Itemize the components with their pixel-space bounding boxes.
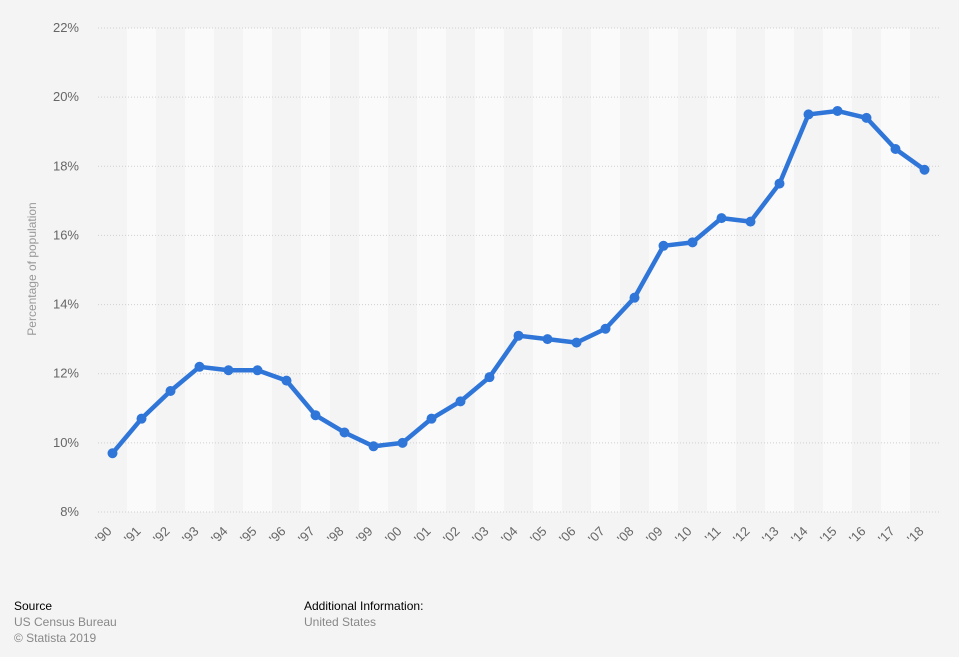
y-tick-label: 10% bbox=[53, 435, 79, 450]
x-tick-label: '16 bbox=[846, 524, 869, 547]
data-point[interactable] bbox=[745, 216, 756, 227]
column-band bbox=[243, 28, 272, 512]
x-tick-label: '90 bbox=[92, 524, 115, 547]
x-tick-label: '95 bbox=[237, 524, 260, 547]
copyright-text: © Statista 2019 bbox=[14, 631, 97, 645]
column-bands bbox=[127, 28, 910, 512]
x-tick-label: '13 bbox=[759, 524, 782, 547]
column-band bbox=[765, 28, 794, 512]
x-tick-label: '00 bbox=[382, 524, 405, 547]
additional-info-heading[interactable]: Additional Information: bbox=[304, 599, 424, 613]
data-point[interactable] bbox=[223, 365, 234, 376]
y-tick-label: 22% bbox=[53, 20, 79, 35]
x-tick-label: '14 bbox=[788, 524, 811, 547]
data-series bbox=[107, 105, 930, 459]
x-tick-label: '92 bbox=[150, 524, 173, 547]
y-tick-label: 8% bbox=[60, 504, 79, 519]
data-point[interactable] bbox=[484, 372, 495, 383]
x-tick-label: '91 bbox=[121, 524, 144, 547]
x-tick-label: '03 bbox=[469, 524, 492, 547]
column-band bbox=[301, 28, 330, 512]
column-band bbox=[649, 28, 678, 512]
data-point[interactable] bbox=[571, 337, 582, 348]
data-point[interactable] bbox=[658, 240, 669, 251]
y-tick-label: 16% bbox=[53, 227, 79, 242]
x-tick-label: '99 bbox=[353, 524, 376, 547]
y-tick-label: 18% bbox=[53, 158, 79, 173]
x-tick-label: '06 bbox=[556, 524, 579, 547]
data-point[interactable] bbox=[600, 323, 611, 334]
data-point[interactable] bbox=[426, 413, 437, 424]
source-block: Source US Census Bureau © Statista 2019 bbox=[14, 598, 117, 646]
column-band bbox=[881, 28, 910, 512]
column-band bbox=[591, 28, 620, 512]
data-point[interactable] bbox=[281, 375, 292, 386]
x-axis-ticks: '90 '91 '92 '93 '94 '95 '96 '97 '98 '99 '00 '01 '02 '… bbox=[92, 524, 927, 547]
source-link[interactable]: US Census Bureau bbox=[14, 615, 117, 629]
x-tick-label: '11 bbox=[702, 524, 724, 546]
data-point[interactable] bbox=[136, 413, 147, 424]
y-tick-label: 12% bbox=[53, 366, 79, 381]
column-band bbox=[533, 28, 562, 512]
data-point[interactable] bbox=[890, 144, 901, 154]
y-axis-title: Percentage of population bbox=[25, 202, 39, 335]
x-tick-label: '93 bbox=[179, 524, 202, 547]
column-band bbox=[707, 28, 736, 512]
data-point[interactable] bbox=[803, 109, 814, 120]
data-point[interactable] bbox=[629, 292, 640, 303]
data-point[interactable] bbox=[919, 164, 930, 175]
x-tick-label: '09 bbox=[643, 524, 666, 547]
column-band bbox=[359, 28, 388, 512]
column-band bbox=[823, 28, 852, 512]
data-point[interactable] bbox=[310, 410, 321, 421]
data-point[interactable] bbox=[542, 334, 553, 345]
data-point[interactable] bbox=[339, 427, 350, 438]
data-point[interactable] bbox=[774, 178, 785, 189]
x-tick-label: '98 bbox=[324, 524, 347, 547]
x-tick-label: '12 bbox=[730, 524, 753, 547]
x-tick-label: '97 bbox=[295, 524, 318, 547]
data-point[interactable] bbox=[455, 396, 466, 407]
column-band bbox=[475, 28, 504, 512]
data-point[interactable] bbox=[194, 361, 205, 372]
y-axis-ticks: 8% 10% 12% 14% 16% 18% 20% 22% bbox=[53, 20, 79, 519]
x-tick-label: '17 bbox=[875, 524, 898, 547]
x-tick-label: '94 bbox=[208, 524, 231, 547]
x-tick-label: '08 bbox=[614, 524, 637, 547]
x-tick-label: '02 bbox=[440, 524, 463, 547]
gridlines bbox=[98, 27, 939, 513]
x-tick-label: '15 bbox=[817, 524, 840, 547]
line-chart: 8%10%12%14%16%18%20%22% '90'91'92'93'94 '… bbox=[25, 20, 939, 547]
series-line bbox=[110, 108, 927, 456]
x-tick-label: '01 bbox=[411, 524, 434, 547]
data-point[interactable] bbox=[165, 386, 176, 396]
additional-info-text: United States bbox=[304, 615, 377, 629]
x-tick-label: '07 bbox=[585, 524, 608, 547]
data-point[interactable] bbox=[252, 365, 263, 376]
x-tick-label: '96 bbox=[266, 524, 289, 547]
source-heading: Source bbox=[14, 599, 53, 613]
x-tick-label: '04 bbox=[498, 524, 521, 547]
x-tick-label: '18 bbox=[904, 524, 927, 547]
data-point[interactable] bbox=[397, 437, 408, 448]
data-point[interactable] bbox=[368, 441, 379, 452]
data-point[interactable] bbox=[513, 330, 524, 341]
x-tick-label: '10 bbox=[672, 524, 695, 547]
y-tick-label: 14% bbox=[53, 297, 79, 312]
data-point[interactable] bbox=[832, 105, 843, 116]
data-point[interactable] bbox=[687, 237, 698, 248]
data-point[interactable] bbox=[861, 112, 872, 123]
y-tick-label: 20% bbox=[53, 89, 79, 104]
additional-info-block: Additional Information: United States bbox=[304, 598, 423, 630]
column-band bbox=[417, 28, 446, 512]
column-band bbox=[185, 28, 214, 512]
x-tick-label: '05 bbox=[527, 524, 550, 547]
data-point[interactable] bbox=[716, 213, 727, 224]
column-band bbox=[127, 28, 156, 512]
data-point[interactable] bbox=[107, 448, 118, 459]
